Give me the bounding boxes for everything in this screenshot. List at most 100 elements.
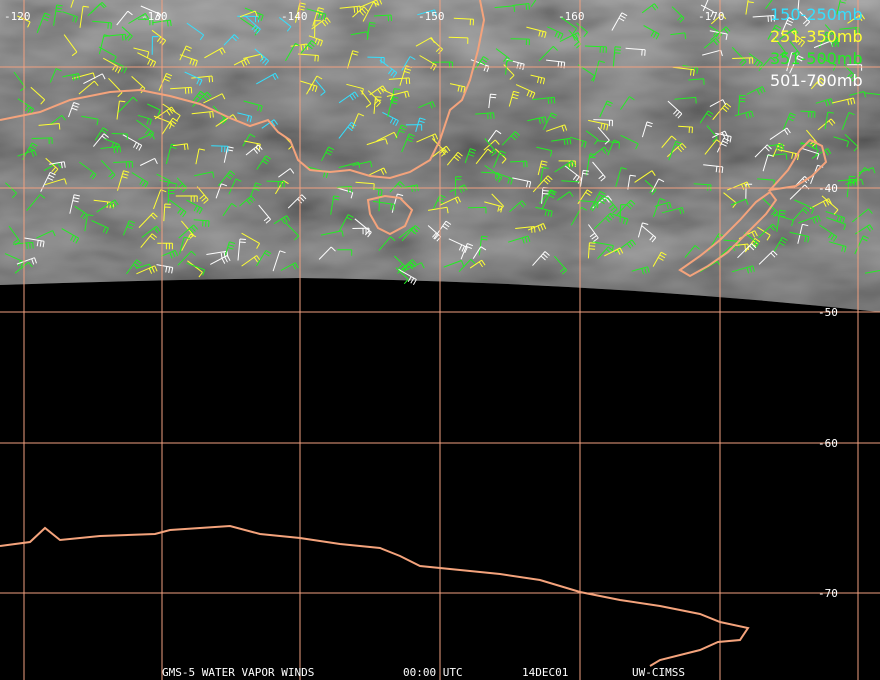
- wind-barb: [509, 200, 527, 213]
- wind-barb: [754, 144, 772, 158]
- wind-barb: [515, 84, 536, 99]
- wind-barb: [373, 96, 382, 114]
- wind-barb: [674, 96, 697, 104]
- wind-barb: [338, 121, 357, 139]
- longitude-labels: -120 -130 -140 -150 -160 -170: [4, 10, 725, 23]
- latitude-label: -40: [818, 182, 838, 195]
- wind-barb: [643, 25, 660, 40]
- wind-barb: [654, 201, 672, 210]
- wind-barbs: [4, 0, 880, 285]
- legend: 150-250mb 251-350mb 351-500mb 501-700mb: [770, 5, 863, 90]
- wind-barb: [589, 146, 609, 159]
- wind-barb: [791, 31, 805, 48]
- wind-barb: [794, 199, 815, 215]
- wind-barb: [615, 167, 628, 187]
- wind-barb: [678, 125, 693, 134]
- wind-barb: [191, 75, 214, 83]
- footer-text: UW-CIMSS: [632, 666, 685, 679]
- wind-barb: [416, 133, 439, 143]
- wind-barb: [688, 78, 705, 85]
- wind-barb: [122, 220, 135, 236]
- wind-barb: [210, 255, 231, 265]
- wind-barb: [91, 220, 109, 234]
- wind-barb: [512, 3, 531, 10]
- wind-barb: [156, 264, 174, 274]
- wind-barb: [266, 180, 285, 188]
- wind-barb: [273, 215, 291, 225]
- wind-barb: [732, 57, 754, 64]
- wind-barb: [373, 14, 392, 22]
- wind-barb: [170, 86, 193, 94]
- wind-barb: [846, 175, 856, 198]
- wind-barb: [152, 19, 172, 27]
- wind-barb: [204, 47, 226, 59]
- wind-barb: [241, 232, 261, 249]
- wind-barb: [501, 131, 520, 146]
- wind-barb: [168, 198, 187, 218]
- wind-barb: [156, 173, 171, 187]
- wind-barb: [117, 170, 130, 191]
- wind-barb: [389, 181, 405, 193]
- wind-barb: [847, 64, 863, 71]
- wind-barb: [403, 262, 425, 272]
- wind-barb: [454, 176, 462, 197]
- wind-barb: [308, 35, 323, 47]
- wind-barb: [84, 214, 94, 232]
- wind-barb: [278, 168, 295, 178]
- wind-barb: [339, 5, 362, 13]
- wind-barb: [661, 135, 677, 149]
- wind-barb: [589, 190, 606, 211]
- wind-barb: [81, 115, 99, 126]
- wind-barb: [196, 186, 209, 204]
- antarctica-coast: [0, 524, 750, 667]
- wind-barb: [8, 225, 21, 246]
- wind-barb: [415, 37, 435, 47]
- wind-barb: [193, 219, 210, 227]
- wind-barb: [49, 115, 66, 125]
- wind-barb: [100, 160, 116, 180]
- wind-barb: [684, 245, 700, 258]
- wind-barb: [587, 224, 599, 242]
- wind-barb: [510, 160, 528, 168]
- wind-barb: [841, 112, 855, 130]
- wind-barb: [493, 150, 507, 168]
- wind-barb: [727, 181, 750, 191]
- wind-barb: [22, 142, 38, 160]
- wind-barb: [709, 30, 728, 40]
- wind-barb: [346, 83, 364, 95]
- longitude-label: -120: [4, 10, 31, 23]
- wind-barb: [306, 8, 327, 21]
- wind-barb: [546, 124, 568, 132]
- wind-barb: [122, 134, 143, 151]
- wind-barb: [104, 33, 127, 41]
- wind-barb: [510, 38, 530, 46]
- wind-barb: [737, 94, 746, 116]
- wind-barb: [311, 17, 331, 30]
- wind-barb: [592, 161, 606, 182]
- wind-barb: [211, 145, 229, 153]
- wind-barb: [186, 262, 206, 276]
- wind-barb: [69, 194, 81, 214]
- wind-barb: [526, 26, 547, 39]
- wind-barb: [418, 101, 436, 109]
- wind-barb: [347, 50, 359, 69]
- legend-item: 501-700mb: [770, 71, 863, 90]
- latitude-labels: -40 -50 -60 -70: [818, 182, 838, 600]
- wind-barb: [716, 137, 730, 153]
- wind-barb: [607, 197, 618, 214]
- wind-barb: [206, 250, 229, 259]
- wind-barb: [98, 46, 117, 63]
- wind-barb: [731, 265, 755, 274]
- wind-barb: [780, 17, 795, 35]
- wind-barb: [62, 11, 78, 23]
- wind-barb: [801, 147, 820, 160]
- wind-barb: [453, 17, 474, 26]
- wind-barb: [758, 250, 778, 265]
- australia-coast: [0, 0, 486, 180]
- wind-barb: [351, 113, 365, 129]
- wind-barb: [560, 16, 578, 34]
- wind-barb: [670, 32, 687, 39]
- wind-barb: [469, 259, 486, 269]
- wind-barb: [818, 31, 832, 49]
